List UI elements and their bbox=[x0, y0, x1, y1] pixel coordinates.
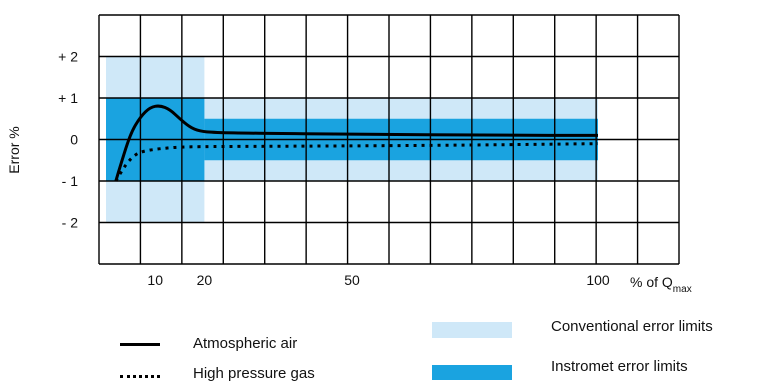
y-tick-label: - 1 bbox=[62, 173, 79, 189]
y-tick-label: - 2 bbox=[62, 215, 79, 231]
x-tick-label: 20 bbox=[197, 272, 213, 288]
legend-swatch-conventional bbox=[432, 322, 512, 338]
legend-label-atmospheric-air: Atmospheric air bbox=[193, 335, 298, 352]
legend-label-high-pressure-gas: High pressure gas bbox=[193, 365, 315, 382]
chart: + 2 + 1 0 - 1 - 2 10 20 50 100 Error % % of Qmax bbox=[6, 14, 692, 295]
series-line-atmospheric-air bbox=[114, 104, 598, 182]
y-tick-label: 0 bbox=[70, 132, 78, 148]
x-tick-label: 10 bbox=[147, 272, 163, 288]
x-unit-subscript: max bbox=[673, 284, 692, 295]
y-tick-label: + 2 bbox=[58, 49, 78, 65]
x-axis-unit-label: % of Qmax bbox=[630, 274, 692, 295]
y-tick-label: + 1 bbox=[58, 90, 78, 106]
legend-swatch-atmospheric-air bbox=[120, 343, 160, 346]
legend-label-conventional: Conventional error limits bbox=[551, 318, 713, 335]
legend-label-instromet: Instromet error limits bbox=[551, 358, 688, 375]
y-axis-label: Error % bbox=[6, 126, 22, 173]
tick-labels: + 2 + 1 0 - 1 - 2 10 20 50 100 bbox=[58, 49, 610, 289]
legend-swatch-instromet bbox=[432, 365, 512, 380]
x-tick-label: 50 bbox=[344, 272, 360, 288]
grid bbox=[98, 14, 680, 265]
legend-swatch-high-pressure-gas bbox=[120, 375, 160, 378]
x-unit-prefix: % of Q bbox=[630, 274, 673, 290]
series-lines bbox=[114, 104, 599, 182]
x-tick-label: 100 bbox=[586, 272, 610, 288]
